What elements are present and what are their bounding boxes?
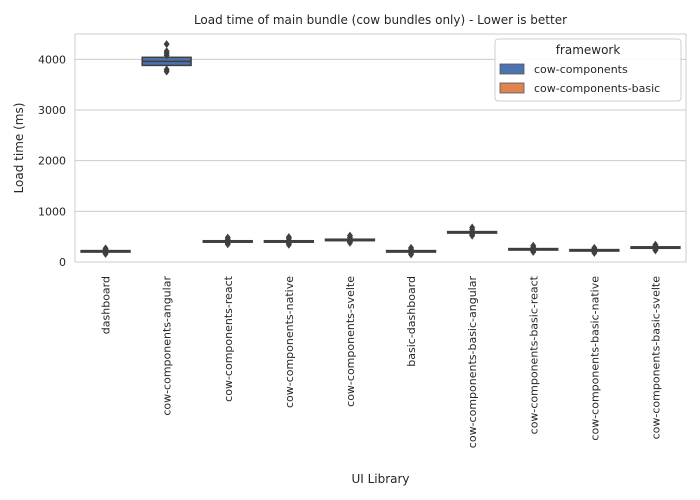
plot-area-frame <box>74 33 687 263</box>
y-tick-label: 0 <box>59 256 66 269</box>
box-outlier <box>408 243 415 252</box>
legend-swatch-cow-components-basic <box>499 82 525 94</box>
x-axis-title: UI Library <box>351 472 409 486</box>
box-cow-components-native <box>263 233 315 249</box>
chart-title: Load time of main bundle (cow bundles on… <box>194 13 567 27</box>
x-tick-label: cow-components-svelte <box>344 276 357 407</box>
box-cow-components-basic-svelte <box>630 240 681 255</box>
box-basic-dashboard <box>385 243 437 259</box>
legend-label-cow-components-basic: cow-components-basic <box>534 82 660 95</box>
x-tick-label: cow-components-angular <box>161 276 174 416</box>
box-cow-components-basic-native <box>569 243 620 257</box>
x-tick-label: cow-components-native <box>283 276 296 408</box>
x-tick-label: cow-components-basic-svelte <box>649 276 662 440</box>
y-tick-label: 3000 <box>38 104 66 117</box>
box-outlier <box>163 47 170 56</box>
box-outlier <box>530 241 537 250</box>
box-outlier <box>163 40 170 49</box>
box-outlier <box>285 233 292 242</box>
y-tick-label: 2000 <box>38 155 66 168</box>
box-outlier <box>346 231 353 240</box>
legend-swatch-cow-components <box>499 63 525 75</box>
box-cow-components-basic-angular <box>446 223 498 240</box>
box-outlier <box>346 237 353 246</box>
y-axis-title: Load time (ms) <box>12 103 26 194</box>
box-outlier <box>469 223 476 232</box>
x-tick-label: dashboard <box>100 276 113 334</box>
box-cow-components-basic-react <box>508 241 559 256</box>
x-axis-ticks: dashboard cow-components-angular cow-compo… <box>100 275 663 448</box>
x-tick-label: cow-components-basic-native <box>588 276 601 441</box>
legend: framework cow-components cow-components-… <box>494 38 682 102</box>
box-outlier <box>224 233 231 242</box>
boxes-layer <box>80 40 681 259</box>
box-outlier <box>591 243 598 252</box>
legend-frame <box>494 38 682 102</box>
legend-title: framework <box>556 43 621 57</box>
box-outlier <box>102 244 109 253</box>
box-outlier <box>652 240 659 249</box>
box-outlier <box>469 230 476 239</box>
box-outlier <box>224 239 231 248</box>
box-cow-components-react <box>202 233 253 249</box>
box-cow-components-angular <box>141 40 192 76</box>
box-outlier <box>163 65 170 74</box>
legend-label-cow-components: cow-components <box>534 63 628 76</box>
box-outlier <box>285 239 292 248</box>
box-dashboard <box>80 244 131 258</box>
x-tick-label: cow-components-react <box>222 275 235 402</box>
x-tick-label: cow-components-basic-react <box>527 275 540 434</box>
y-tick-label: 1000 <box>38 205 66 218</box>
x-tick-label: cow-components-basic-angular <box>466 276 479 449</box>
x-tick-label: basic-dashboard <box>405 276 418 367</box>
box-cow-components-svelte <box>324 231 376 247</box>
y-tick-label: 4000 <box>38 53 66 66</box>
y-axis-ticks: 0 1000 2000 3000 4000 <box>38 53 66 269</box>
